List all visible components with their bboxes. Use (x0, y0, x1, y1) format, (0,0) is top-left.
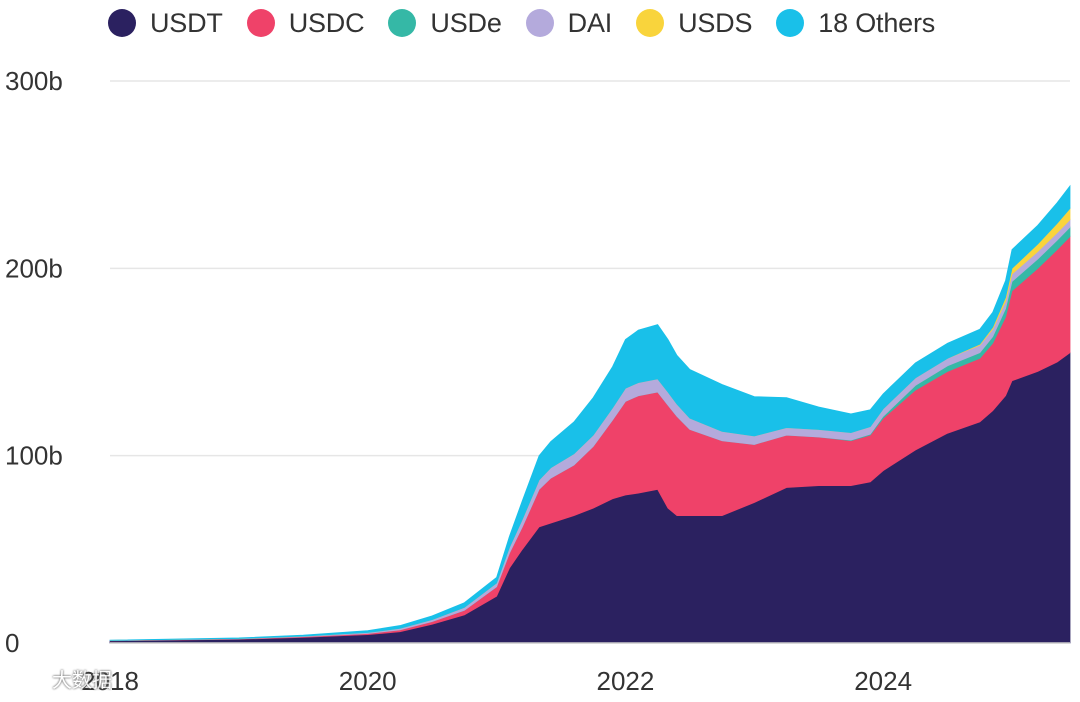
x-tick-label: 2024 (854, 666, 912, 696)
watermark: 大数据 (8, 664, 112, 692)
legend-item: USDT (108, 8, 223, 39)
legend-swatch (108, 9, 136, 37)
legend-swatch (246, 9, 275, 37)
x-tick-label: 2022 (597, 666, 655, 696)
legend-swatch (776, 9, 805, 37)
legend-label: 18 Others (818, 7, 936, 38)
legend-label: USDe (430, 7, 502, 38)
legend-label: USDT (150, 7, 223, 38)
chart-legend: USDT USDC USDe DAI USDS 18 Others (108, 4, 959, 42)
x-tick-label: 2018 (81, 666, 139, 696)
legend-swatch (388, 9, 417, 37)
legend-swatch (636, 9, 665, 37)
legend-item: USDS (636, 8, 752, 39)
watermark-logo-icon (9, 669, 47, 687)
y-tick-label: 200b (5, 253, 63, 283)
x-tick-label: 2020 (339, 666, 397, 696)
y-tick-label: 300b (5, 66, 63, 96)
legend-label: USDS (678, 7, 753, 38)
legend-item: USDC (246, 7, 365, 39)
watermark-text: 大数据 (52, 669, 112, 692)
legend-label: DAI (567, 7, 613, 38)
y-tick-label: 100b (5, 441, 63, 471)
legend-item: 18 Others (776, 8, 935, 39)
y-tick-label: 0 (5, 628, 19, 658)
legend-item: DAI (525, 7, 613, 39)
legend-item: USDe (388, 7, 502, 39)
legend-swatch (525, 9, 554, 37)
area-18-others (109, 184, 1071, 641)
legend-label: USDC (288, 7, 365, 38)
